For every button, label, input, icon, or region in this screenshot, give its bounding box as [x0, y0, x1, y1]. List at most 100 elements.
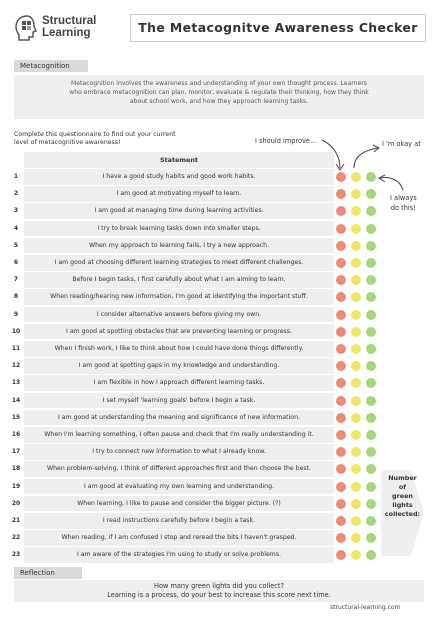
- green-light[interactable]: [366, 189, 376, 200]
- row-number: 22: [11, 534, 21, 542]
- table-row: 5 When my approach to learning fails, I t…: [8, 237, 334, 255]
- yellow-light[interactable]: [351, 430, 361, 440]
- table-row: 9 I consider alternative answers before g…: [8, 306, 334, 324]
- red-light[interactable]: [336, 550, 346, 561]
- row-statement: Before I begin tasks, I first carefully …: [24, 272, 334, 288]
- red-light[interactable]: [336, 309, 346, 320]
- yellow-light[interactable]: [351, 189, 361, 200]
- yellow-light[interactable]: [351, 412, 361, 423]
- yellow-light[interactable]: [351, 223, 361, 234]
- red-light[interactable]: [336, 447, 346, 458]
- yellow-light[interactable]: [351, 292, 361, 303]
- red-light[interactable]: [336, 275, 346, 286]
- row-statement: When learning, I like to pause and consi…: [24, 495, 334, 512]
- annotation-always-line-1: I always: [390, 194, 417, 202]
- green-light[interactable]: [366, 172, 376, 182]
- arrow-improve-icon: [321, 139, 341, 169]
- yellow-light[interactable]: [351, 395, 361, 406]
- arrow-okay-icon: [353, 147, 379, 169]
- row-number: 4: [13, 224, 19, 232]
- green-light[interactable]: [366, 275, 376, 286]
- green-light[interactable]: [366, 498, 376, 509]
- table-row: 11 When I finish work, I like to think ab…: [8, 341, 334, 358]
- yellow-light[interactable]: [351, 533, 361, 544]
- green-light[interactable]: [366, 223, 376, 234]
- green-light[interactable]: [366, 447, 376, 458]
- row-statement: When problem-solving, I think of differe…: [24, 461, 334, 477]
- row-number: 13: [11, 379, 21, 387]
- footer-url: structural-learning.com: [330, 604, 401, 611]
- row-statement: I am aware of the strategies I'm using t…: [24, 547, 334, 563]
- green-light[interactable]: [366, 326, 376, 337]
- yellow-light[interactable]: [351, 550, 361, 561]
- red-light[interactable]: [336, 533, 346, 544]
- green-light[interactable]: [366, 533, 376, 544]
- yellow-light[interactable]: [351, 240, 361, 251]
- green-light[interactable]: [366, 516, 376, 526]
- green-light[interactable]: [366, 206, 376, 217]
- yellow-light[interactable]: [351, 326, 361, 337]
- yellow-light[interactable]: [351, 481, 361, 492]
- green-light[interactable]: [366, 481, 376, 492]
- page-title: The Metacognitve Awareness Checker: [138, 20, 418, 35]
- yellow-light[interactable]: [351, 516, 361, 526]
- head-gears-icon: [15, 15, 37, 41]
- row-statement: I am good at spotting gaps in my knowled…: [24, 358, 334, 374]
- red-light[interactable]: [336, 395, 346, 406]
- logo: Structural Learning: [14, 12, 134, 44]
- red-light[interactable]: [336, 240, 346, 251]
- green-light[interactable]: [366, 550, 376, 561]
- row-statement: When reading, if I am confused I stop an…: [24, 530, 334, 546]
- row-statement: When reading/hearing new information, I'…: [24, 289, 334, 305]
- green-light[interactable]: [366, 412, 376, 423]
- red-light[interactable]: [336, 361, 346, 372]
- red-light[interactable]: [336, 172, 346, 182]
- yellow-light[interactable]: [351, 309, 361, 320]
- red-light[interactable]: [336, 258, 346, 268]
- row-statement: I am good at understanding the meaning a…: [24, 409, 334, 426]
- yellow-light[interactable]: [351, 447, 361, 458]
- yellow-light[interactable]: [351, 258, 361, 268]
- red-light[interactable]: [336, 412, 346, 423]
- green-light[interactable]: [366, 344, 376, 354]
- logo-line-2: Learning: [42, 27, 91, 39]
- red-light[interactable]: [336, 481, 346, 492]
- yellow-light[interactable]: [351, 464, 361, 475]
- green-light[interactable]: [366, 395, 376, 406]
- yellow-light[interactable]: [351, 498, 361, 509]
- row-number: 20: [11, 499, 21, 507]
- intro-text: Complete this questionnaire to find out …: [14, 131, 214, 147]
- collected-line-4: lights: [392, 501, 413, 509]
- green-light[interactable]: [366, 240, 376, 251]
- green-light[interactable]: [366, 292, 376, 303]
- red-light[interactable]: [336, 206, 346, 217]
- red-light[interactable]: [336, 344, 346, 354]
- red-light[interactable]: [336, 292, 346, 303]
- yellow-light[interactable]: [351, 361, 361, 372]
- red-light[interactable]: [336, 326, 346, 337]
- yellow-light[interactable]: [351, 378, 361, 389]
- yellow-light[interactable]: [351, 344, 361, 354]
- row-statement: I am good at choosing different learning…: [24, 255, 334, 271]
- red-light[interactable]: [336, 430, 346, 440]
- red-light[interactable]: [336, 516, 346, 526]
- red-light[interactable]: [336, 223, 346, 234]
- red-light[interactable]: [336, 498, 346, 509]
- red-light[interactable]: [336, 378, 346, 389]
- reflection-line-1: How many green lights did you collect?: [153, 582, 284, 590]
- yellow-light[interactable]: [351, 275, 361, 286]
- annotation-always: I always do this!: [390, 193, 417, 213]
- red-light[interactable]: [336, 464, 346, 475]
- table-row: 14 I set myself 'learning goals' before I…: [8, 392, 334, 410]
- green-light[interactable]: [366, 464, 376, 475]
- metacognition-text-line-2: who embrace metacognition can plan, moni…: [69, 89, 369, 96]
- green-light[interactable]: [366, 258, 376, 268]
- row-statement: I have a good study habits and good work…: [24, 169, 334, 185]
- yellow-light[interactable]: [351, 172, 361, 182]
- red-light[interactable]: [336, 189, 346, 200]
- green-light[interactable]: [366, 309, 376, 320]
- green-light[interactable]: [366, 378, 376, 389]
- yellow-light[interactable]: [351, 206, 361, 217]
- green-light[interactable]: [366, 361, 376, 372]
- green-light[interactable]: [366, 430, 376, 440]
